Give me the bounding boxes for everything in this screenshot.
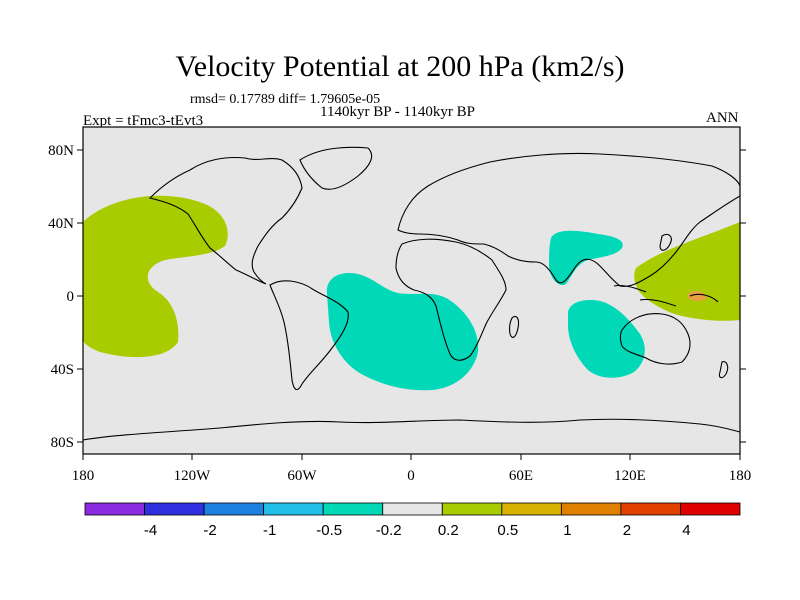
colorbar-box — [322, 502, 384, 516]
lat-label-40s: 40S — [51, 362, 74, 378]
colorbar-label: -1 — [263, 522, 276, 539]
colorbar-label: 2 — [623, 522, 631, 539]
maritime-islands-coast — [613, 284, 719, 307]
colorbar-label: 0.5 — [497, 522, 518, 539]
chart-title: Velocity Potential at 200 hPa (km2/s) — [175, 50, 625, 83]
north-america-coast — [148, 156, 303, 285]
period-label: 1140kyr BP - 1140kyr BP — [320, 104, 476, 120]
lon-label-180e: 180 — [729, 468, 752, 484]
indian-ocean-negative-region — [568, 300, 645, 378]
colorbar: -4 -2 -1 -0.5 -0.2 0.2 0.5 1 2 4 — [84, 502, 741, 539]
west-pacific-positive-region — [634, 222, 740, 321]
lon-label-120w: 120W — [174, 468, 212, 484]
south-asia-negative-region — [549, 230, 623, 286]
colorbar-box — [501, 502, 562, 516]
south-america-coast — [269, 280, 349, 391]
colorbar-label: -2 — [203, 522, 216, 539]
colorbar-label: 0.2 — [438, 522, 459, 539]
antarctica-coast — [83, 418, 740, 441]
eurasia-coast — [397, 152, 740, 287]
colorbar-box — [560, 502, 622, 516]
new-zealand-coast — [718, 361, 729, 379]
colorbar-label: 1 — [563, 522, 571, 539]
lat-label-80s: 80S — [51, 435, 74, 451]
lon-label-60e: 60E — [509, 468, 533, 484]
coastlines — [83, 146, 740, 441]
lon-label-60w: 60W — [287, 468, 317, 484]
map-background — [83, 127, 740, 454]
colorbar-box — [680, 502, 741, 516]
south-atlantic-negative-region — [326, 272, 479, 391]
greenland-coast — [299, 146, 373, 190]
colorbar-label: -0.2 — [376, 522, 402, 539]
colorbar-box — [441, 502, 503, 516]
colorbar-label: -0.5 — [316, 522, 342, 539]
north-pacific-positive-region — [83, 195, 228, 358]
colorbar-label: -4 — [144, 522, 157, 539]
colorbar-box — [620, 502, 681, 516]
australia-coast — [619, 313, 691, 365]
lon-label-180w: 180 — [72, 468, 95, 484]
lat-label-0: 0 — [67, 289, 75, 305]
colorbar-box — [144, 502, 205, 516]
lon-label-0: 0 — [407, 468, 415, 484]
colorbar-label: 4 — [682, 522, 690, 539]
madagascar-coast — [509, 315, 520, 338]
new-guinea-peak-region — [687, 291, 707, 302]
lat-label-40n: 40N — [48, 216, 74, 232]
lon-label-120e: 120E — [614, 468, 646, 484]
experiment-label: Expt = tFmc3-tEvt3 — [83, 113, 204, 129]
colorbar-box — [263, 502, 324, 516]
lat-label-80n: 80N — [48, 143, 74, 159]
season-label: ANN — [706, 110, 739, 126]
japan-coast — [659, 233, 672, 251]
colorbar-box — [382, 502, 443, 516]
stats-line: rmsd= 0.17789 diff= 1.79605e-05 — [190, 92, 381, 107]
colorbar-box — [84, 502, 145, 516]
colorbar-box — [203, 502, 265, 516]
africa-coast — [395, 238, 507, 361]
